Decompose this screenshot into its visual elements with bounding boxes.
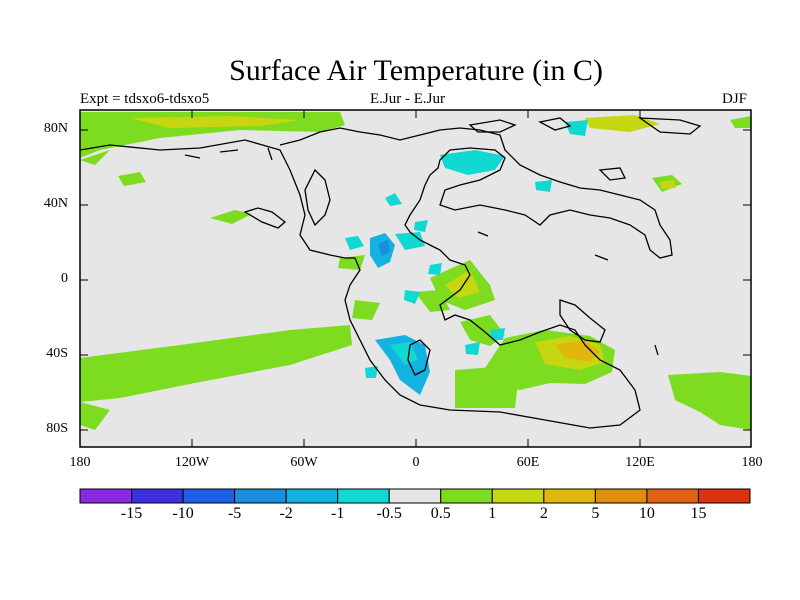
experiment-label: Expt = tdsxo6-tdsxo5 — [80, 91, 210, 107]
x-tick-label-120e: 120E — [625, 455, 655, 470]
colorbar-swatch — [594, 488, 648, 504]
colorbar-swatch — [491, 488, 545, 504]
x-tick-label-120w: 120W — [174, 455, 210, 470]
x-tick-label-180e: 180 — [741, 455, 763, 470]
colorbar-label: 15 — [690, 505, 707, 522]
colorbar-swatch — [440, 488, 493, 504]
colorbar-swatch — [79, 488, 133, 504]
colorbar-swatch — [234, 488, 287, 504]
continent-outlines — [80, 117, 702, 429]
y-tick-label-0: 0 — [61, 271, 68, 286]
y-tick-label-80s: 80S — [46, 421, 68, 436]
x-tick-label-60w: 60W — [290, 455, 318, 470]
period-label: E.Jur - E.Jur — [370, 91, 445, 107]
colorbar-swatch — [388, 488, 442, 504]
map-background — [80, 110, 751, 447]
colorbar-label: -1 — [331, 505, 345, 522]
colorbar-swatch — [697, 488, 751, 504]
y-tick-label-40n: 40N — [43, 196, 68, 211]
season-label: DJF — [722, 91, 748, 107]
x-tick-label-60e: 60E — [516, 455, 540, 470]
axis-ticks — [80, 110, 751, 447]
warming-contours — [80, 112, 751, 430]
map-plot-area — [80, 110, 751, 447]
colorbar-label: -15 — [120, 505, 143, 522]
colorbar-label: 2 — [539, 505, 548, 522]
x-tick-label-180w: 180 — [69, 455, 91, 470]
colorbar-label: -2 — [279, 505, 293, 522]
colorbar-label: -10 — [172, 505, 194, 522]
colorbar-swatch — [131, 488, 184, 504]
colorbar — [79, 488, 751, 504]
colorbar-swatch — [543, 488, 596, 504]
cooling-contours — [345, 120, 588, 395]
y-tick-label-80n: 80N — [43, 121, 68, 136]
map-title: Surface Air Temperature (in C) — [229, 54, 603, 87]
colorbar-label: 10 — [638, 505, 655, 522]
colorbar-swatch — [285, 488, 339, 504]
colorbar-swatch — [337, 488, 390, 504]
colorbar-label: -5 — [227, 505, 242, 522]
colorbar-swatch — [182, 488, 236, 504]
colorbar-label: 0.5 — [430, 505, 451, 522]
y-tick-label-40s: 40S — [46, 346, 68, 361]
colorbar-label: 5 — [591, 505, 600, 522]
x-tick-label-0: 0 — [412, 455, 420, 470]
colorbar-label: 1 — [488, 505, 497, 522]
colorbar-swatch — [646, 488, 699, 504]
colorbar-label: -0.5 — [376, 505, 402, 522]
